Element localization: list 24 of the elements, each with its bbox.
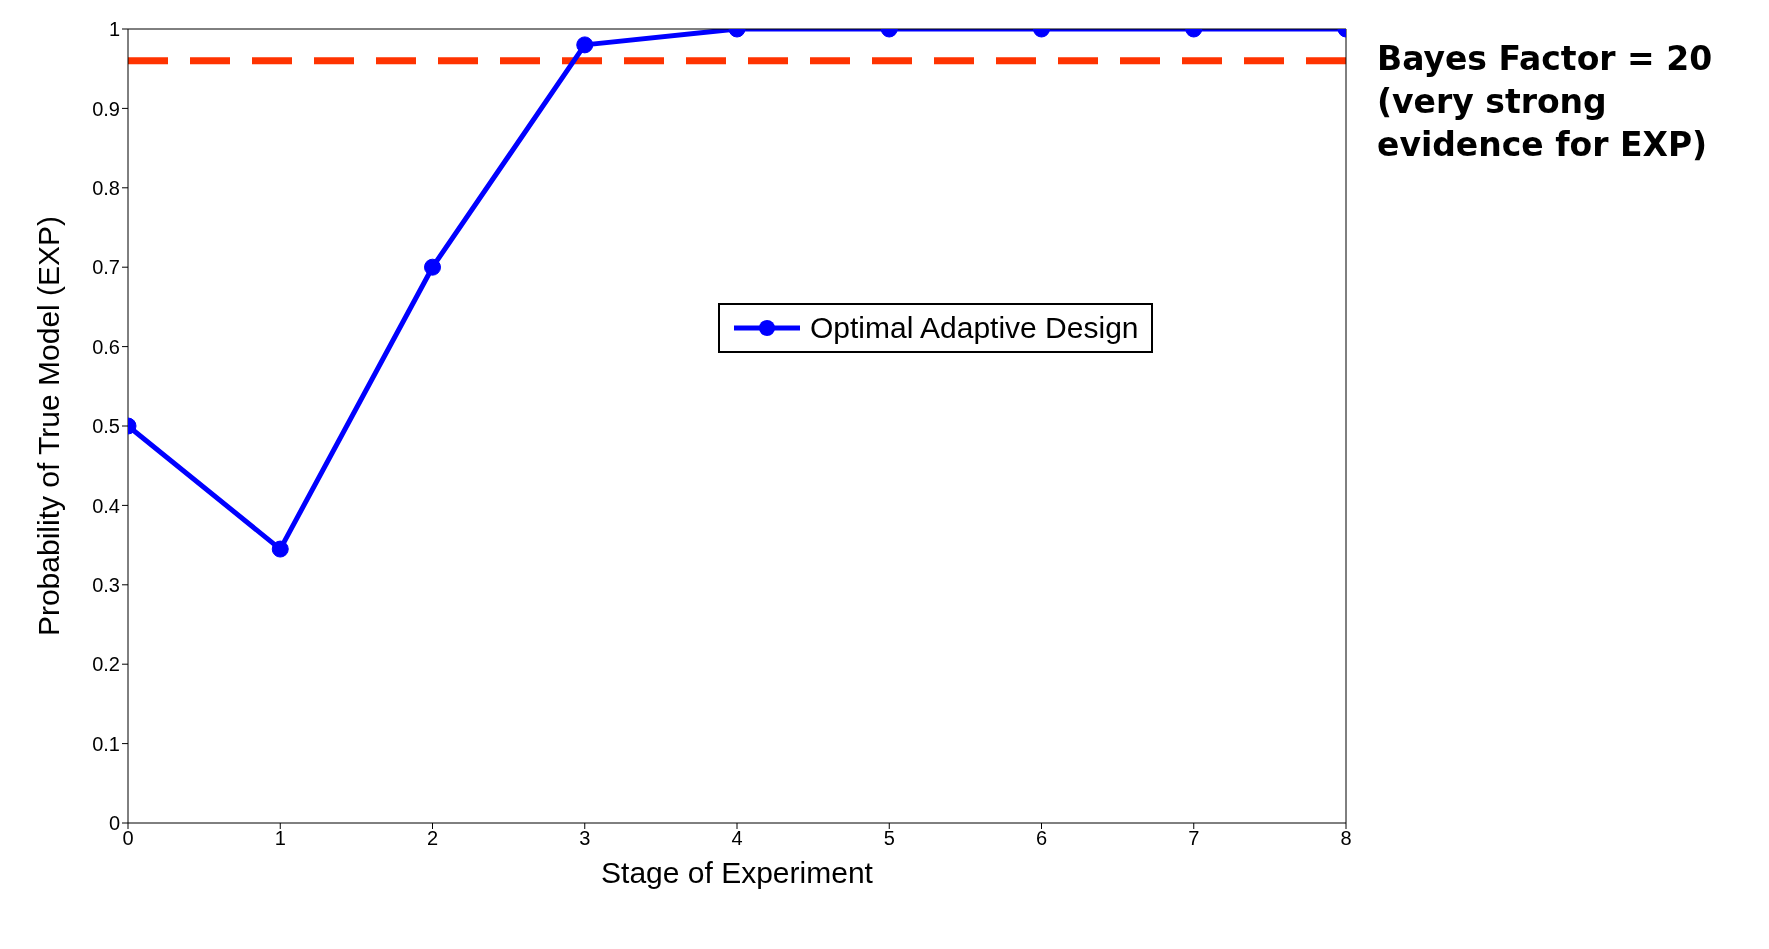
x-tick-label: 7 <box>1188 827 1200 850</box>
y-tick-label: 0.9 <box>92 97 120 120</box>
legend-label: Optimal Adaptive Design <box>810 311 1139 345</box>
x-tick-label: 1 <box>274 827 286 850</box>
x-tick-label: 3 <box>579 827 591 850</box>
x-tick-label: 4 <box>731 827 743 850</box>
x-tick-label: 8 <box>1340 827 1352 850</box>
y-tick-label: 0.2 <box>92 653 120 676</box>
y-tick-label: 0.6 <box>92 335 120 358</box>
x-tick-label: 0 <box>122 827 134 850</box>
x-tick-label: 5 <box>883 827 895 850</box>
y-tick-label: 1 <box>108 18 120 41</box>
y-tick-label: 0.3 <box>92 573 120 596</box>
x-tick-label: 6 <box>1035 827 1048 850</box>
y-tick-label: 0.5 <box>92 415 120 438</box>
text: Bayes Factor = 20 (very strong evidence for EXP) <box>1377 38 1714 166</box>
y-tick-label: 0.7 <box>92 256 120 279</box>
y-tick-label: 0 <box>108 812 120 835</box>
y-tick-label: 0.1 <box>92 732 120 755</box>
y-tick-label: 0.8 <box>92 176 120 199</box>
y-tick-label: 0.4 <box>92 494 120 517</box>
x-tick-label: 2 <box>426 827 439 850</box>
x-axis-title: Stage of Experiment <box>601 856 874 889</box>
y-axis-title: Probability of True Model (EXP) <box>31 215 65 637</box>
